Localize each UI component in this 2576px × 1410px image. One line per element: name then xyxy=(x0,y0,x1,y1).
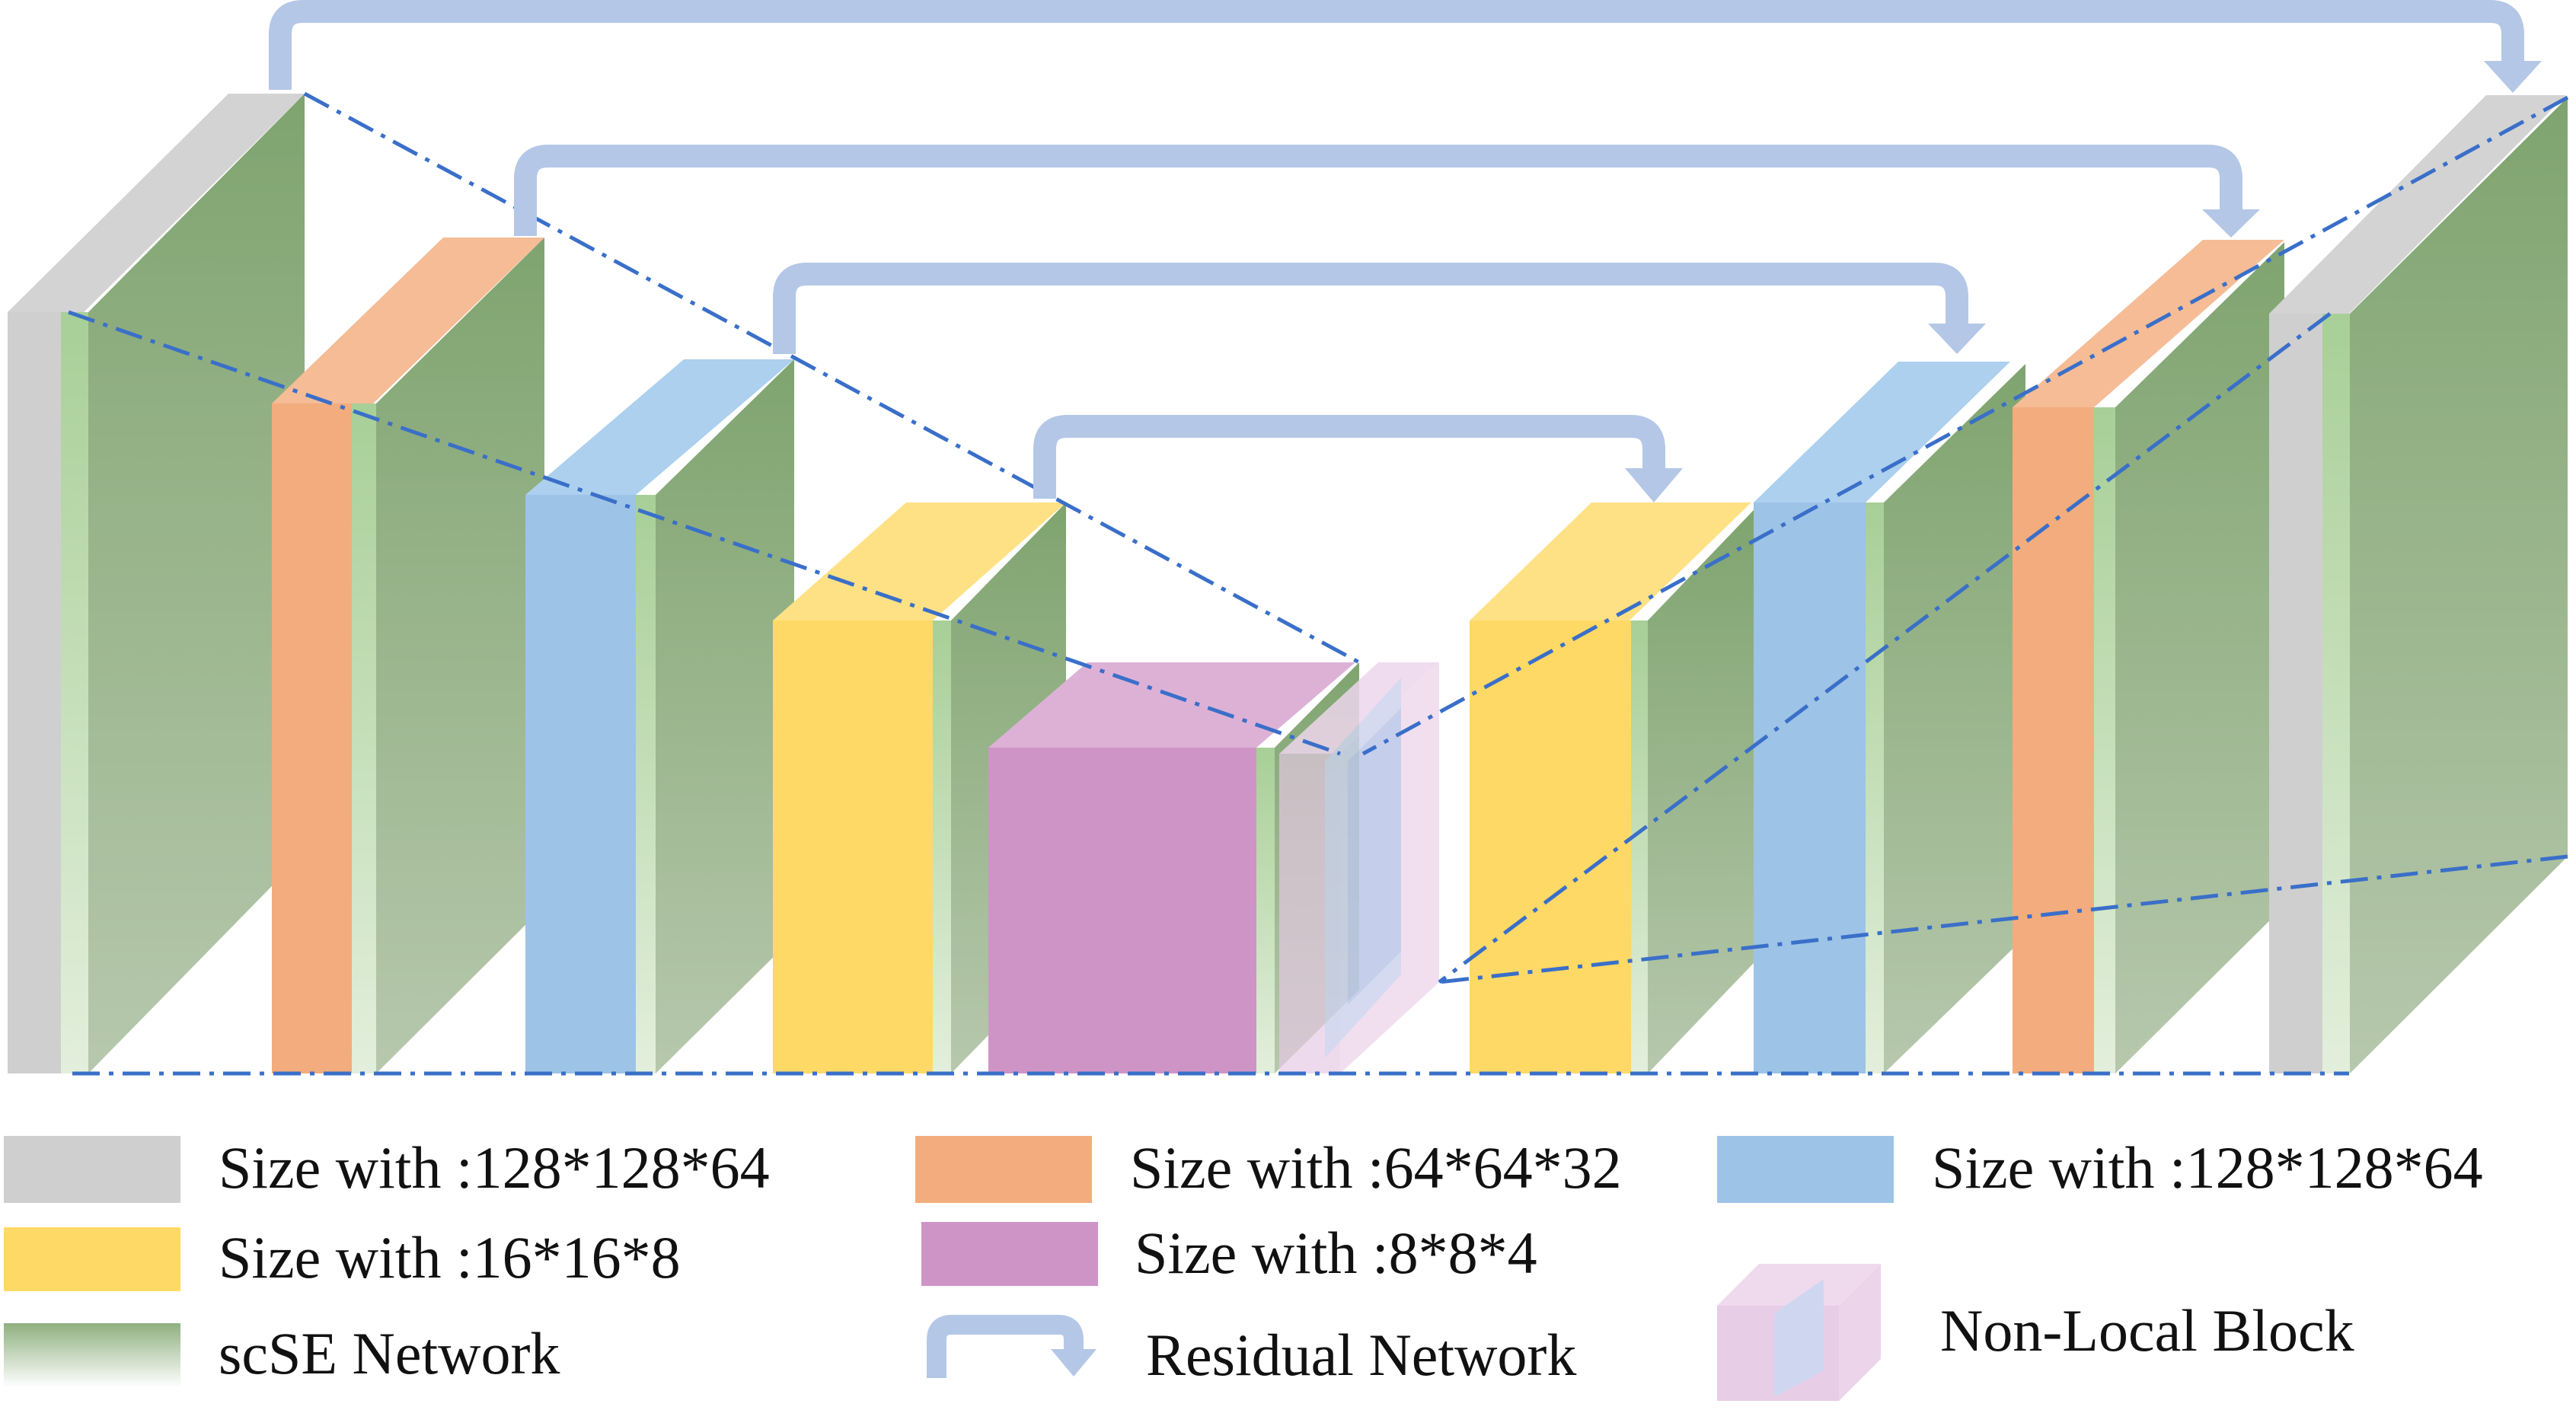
legend-nonlocal-icon xyxy=(1717,1264,1881,1401)
non-local-block xyxy=(1279,662,1439,1073)
legend-label-blue: Size with :128*128*64 xyxy=(1932,1134,2483,1201)
decoder-block-blue xyxy=(1754,362,2025,1073)
orange-top-face xyxy=(272,238,544,404)
green-side-face xyxy=(2350,97,2568,1073)
green-strip xyxy=(1631,620,1648,1073)
encoder-block-blue xyxy=(525,359,794,1073)
decoder-block-yellow xyxy=(1470,502,1754,1073)
blue-front-face xyxy=(525,495,636,1073)
arrowhead-icon xyxy=(2484,61,2542,93)
dash-line xyxy=(1438,854,2568,984)
green-side-face xyxy=(2115,242,2284,1073)
orange-front-face xyxy=(2013,407,2094,1073)
legend-residual-arrow-icon xyxy=(927,1315,1084,1378)
green-side-face xyxy=(1884,364,2025,1073)
green-side-face xyxy=(88,94,305,1073)
green-strip xyxy=(1866,502,1884,1073)
green-strip xyxy=(636,495,656,1073)
yellow-top-face xyxy=(773,502,1066,620)
legend-label-nonlocal: Non-Local Block xyxy=(1940,1297,2354,1364)
green-strip xyxy=(61,312,88,1073)
legend-swatch-scse xyxy=(4,1323,180,1387)
orange-top-face xyxy=(2013,240,2284,407)
nonlocal-inner-plane-2 xyxy=(1348,708,1401,1005)
gray-top-face xyxy=(2269,95,2566,314)
encoder-block-orange xyxy=(272,238,544,1073)
legend-swatch-purple xyxy=(921,1222,1098,1286)
legend-label-yellow: Size with :16*16*8 xyxy=(219,1224,681,1290)
legend-swatch-yellow xyxy=(4,1227,180,1291)
decoder-block-gray xyxy=(2269,95,2568,1073)
legend-label-residual: Residual Network xyxy=(1146,1322,1576,1388)
green-strip xyxy=(352,404,376,1073)
green-side-face xyxy=(1648,510,1754,1073)
gray-front-face xyxy=(8,312,61,1073)
skip-arrow-1 xyxy=(269,0,2524,90)
gray-front-face xyxy=(2269,314,2322,1073)
skip-arrow-2 xyxy=(514,145,2242,236)
skip-arrowheads xyxy=(1625,61,2542,502)
green-side-face xyxy=(656,359,794,1073)
dash-line xyxy=(1438,312,2332,984)
legend: Size with :128*128*64 Size with :64*64*3… xyxy=(4,1134,2483,1401)
orange-front-face xyxy=(272,404,352,1073)
arrowhead-icon xyxy=(1928,324,1986,354)
yellow-front-face xyxy=(773,620,933,1073)
gray-top-face xyxy=(8,94,305,312)
yellow-top-face xyxy=(1470,502,1751,620)
arrowhead-icon xyxy=(1625,468,1683,502)
decoder-block-orange xyxy=(2013,240,2284,1073)
yellow-front-face xyxy=(1470,620,1631,1073)
green-strip xyxy=(2094,407,2115,1073)
perspective-lines xyxy=(68,91,2569,1076)
skip-arrow-3 xyxy=(773,263,1968,354)
arrowhead-icon xyxy=(2202,209,2260,238)
purple-front-face xyxy=(988,748,1256,1073)
legend-swatch-gray xyxy=(4,1136,180,1203)
green-strip xyxy=(933,620,951,1073)
legend-swatch-blue xyxy=(1717,1136,1894,1203)
blue-top-face xyxy=(525,359,794,495)
dash-line xyxy=(1361,95,2569,756)
green-strip xyxy=(2322,314,2350,1073)
blue-top-face xyxy=(1754,362,2010,502)
legend-residual-arrowhead-icon xyxy=(1051,1349,1096,1377)
legend-label-gray: Size with :128*128*64 xyxy=(219,1134,770,1201)
dash-line xyxy=(68,310,1341,756)
green-side-face xyxy=(376,238,544,1073)
legend-label-purple: Size with :8*8*4 xyxy=(1135,1220,1537,1286)
legend-label-orange: Size with :64*64*32 xyxy=(1130,1134,1622,1201)
skip-arrow-4 xyxy=(1033,415,1665,499)
blue-front-face xyxy=(1754,502,1866,1073)
legend-label-scse: scSE Network xyxy=(219,1320,560,1386)
encoder-block-gray xyxy=(8,94,305,1073)
skip-connections xyxy=(269,0,2524,499)
legend-swatch-orange xyxy=(915,1136,1092,1203)
green-strip xyxy=(1256,748,1275,1073)
